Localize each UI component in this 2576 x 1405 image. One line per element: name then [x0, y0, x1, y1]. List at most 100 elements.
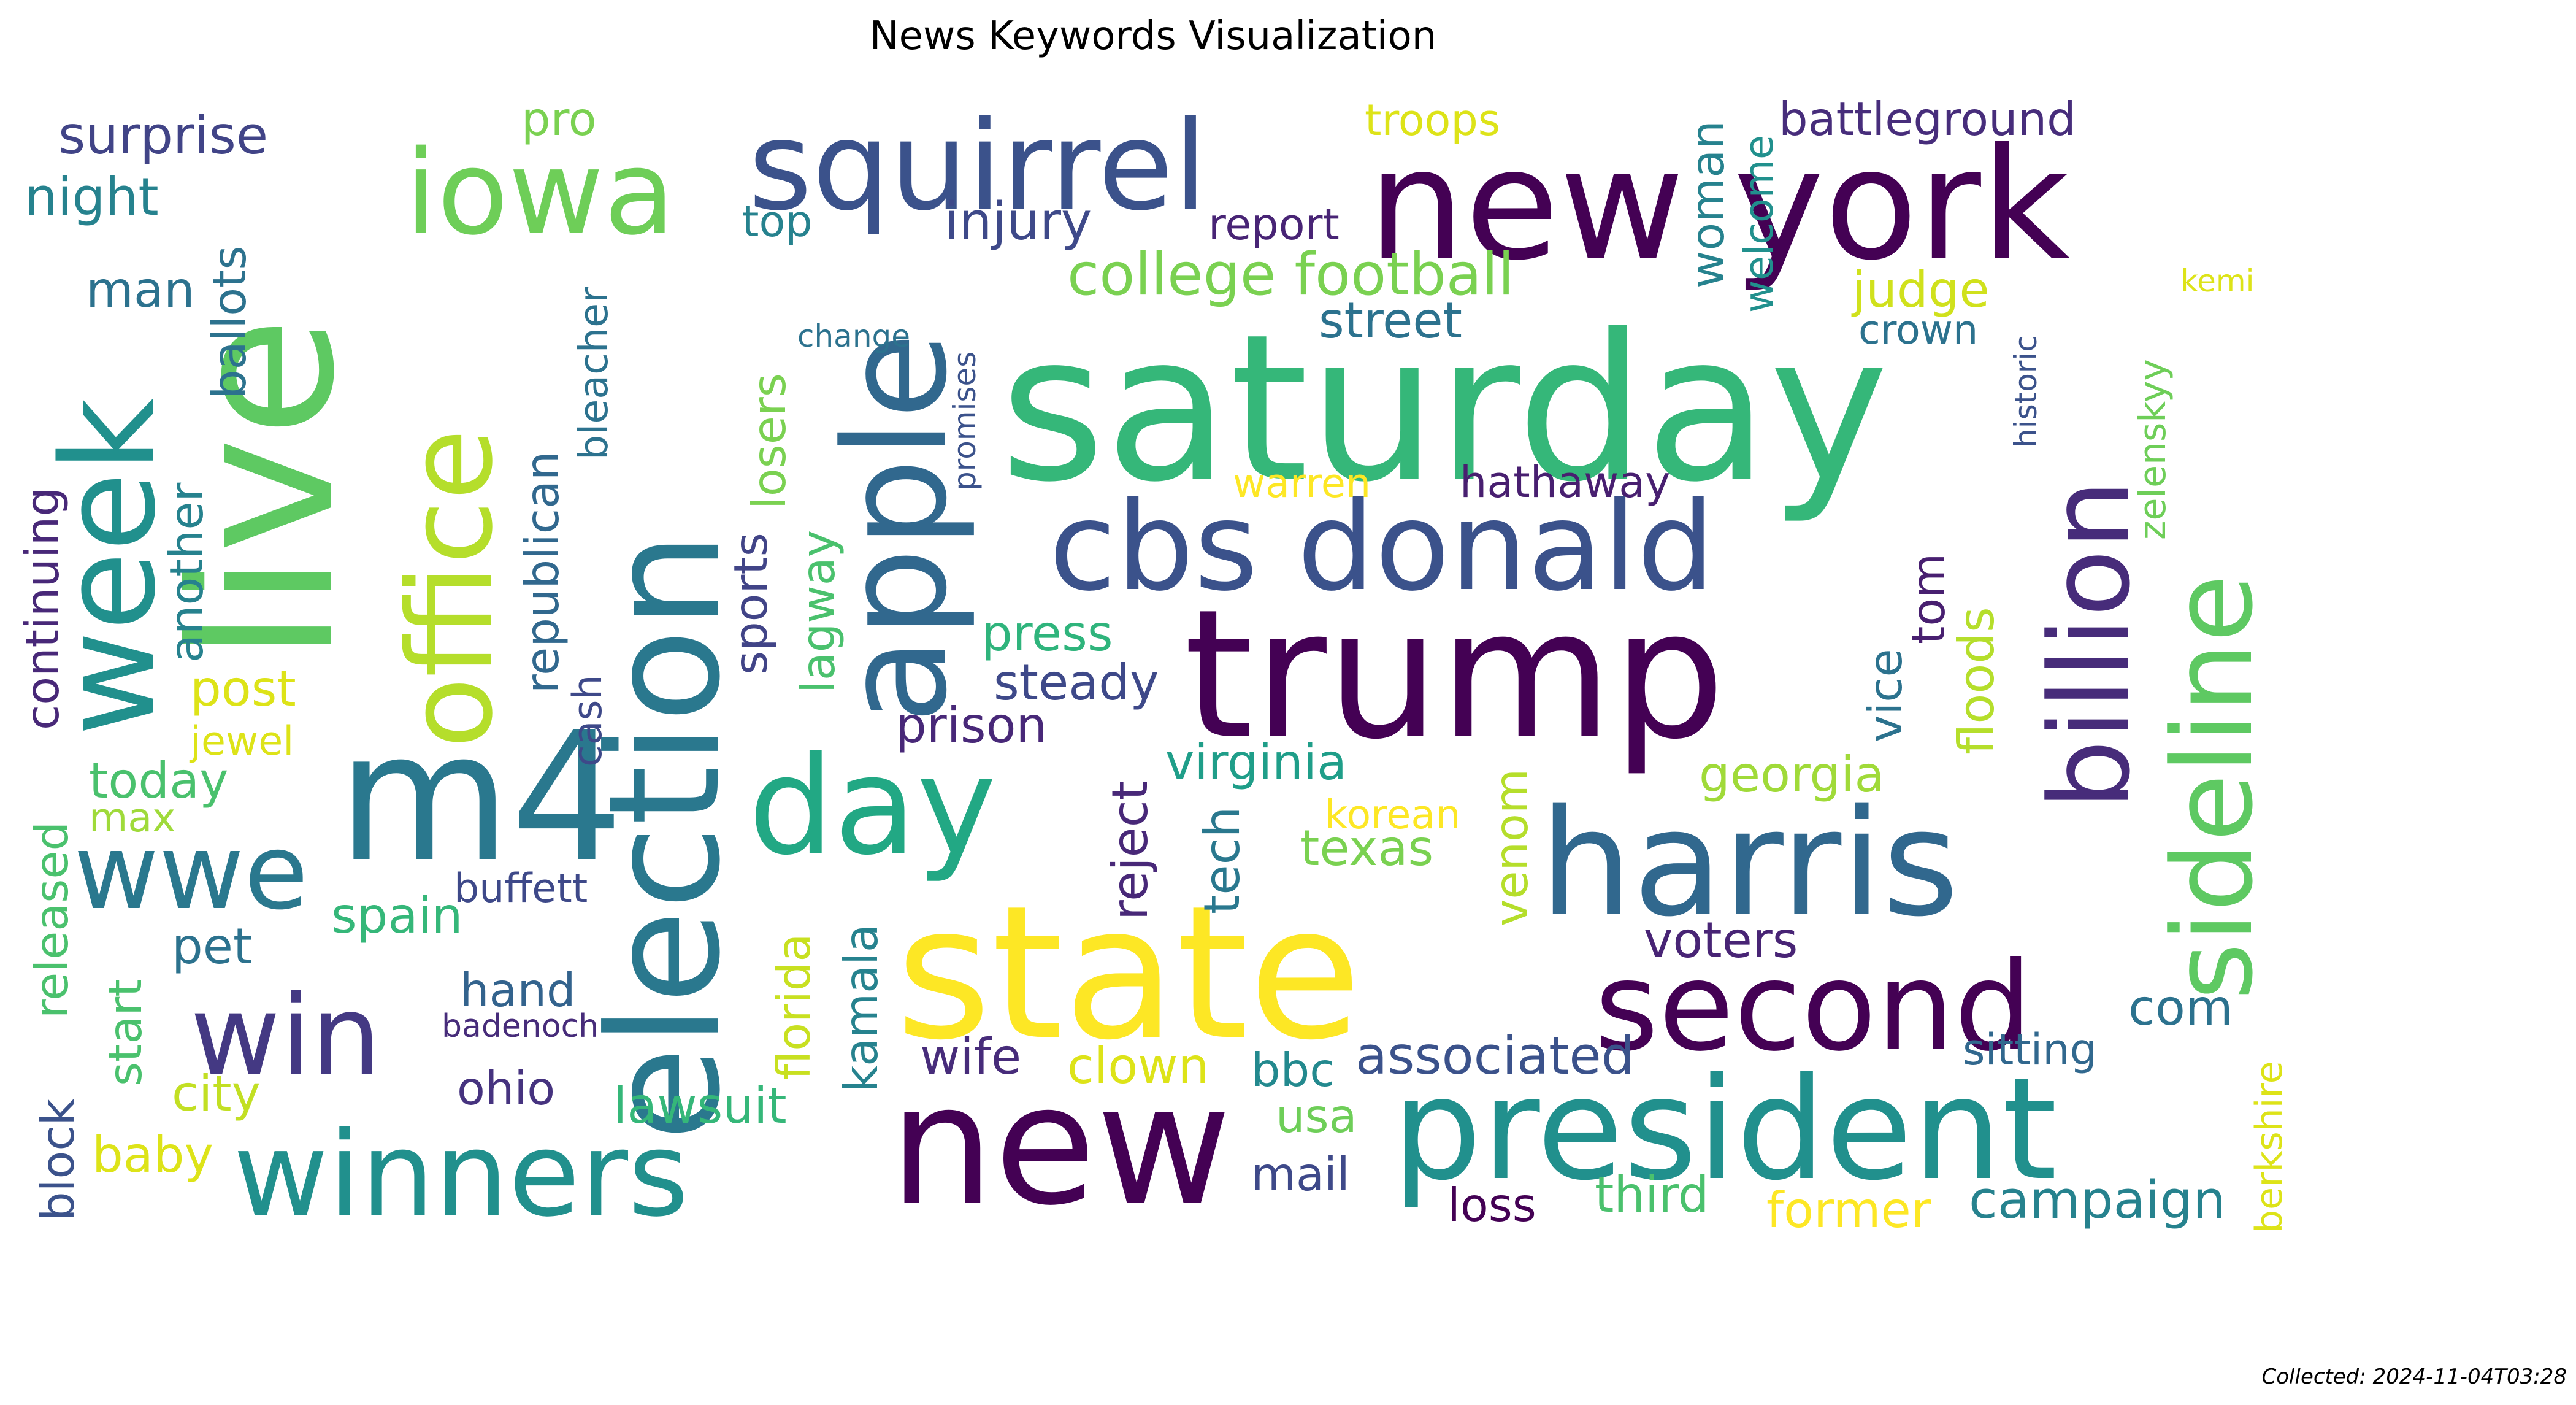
- word-warren: warren: [1233, 461, 1371, 507]
- word-apple: apple: [815, 333, 978, 724]
- word-saturday: saturday: [1000, 291, 1889, 526]
- word-kamala: kamala: [834, 924, 888, 1092]
- word-texas: texas: [1300, 820, 1433, 877]
- word-pet: pet: [172, 918, 252, 975]
- word-virginia: virginia: [1165, 734, 1347, 791]
- word-today: today: [89, 752, 228, 809]
- word-squirrel: squirrel: [748, 95, 1208, 238]
- word-man: man: [86, 261, 195, 318]
- word-com: com: [2128, 979, 2233, 1036]
- word-republican: republican: [515, 452, 569, 693]
- word-losers: losers: [742, 373, 796, 509]
- word-surprise: surprise: [58, 106, 268, 166]
- word-day: day: [748, 728, 997, 885]
- word-sports: sports: [724, 533, 778, 675]
- word-hand: hand: [460, 963, 576, 1017]
- word-night: night: [25, 167, 159, 228]
- collected-timestamp: Collected: 2024-11-04T03:28: [2262, 1365, 2567, 1389]
- word-crown: crown: [1858, 307, 1978, 353]
- word-third: third: [1595, 1166, 1709, 1223]
- word-max: max: [89, 795, 176, 841]
- word-election: election: [575, 532, 754, 1141]
- word-sitting: sitting: [1963, 1025, 2097, 1075]
- word-vice: vice: [1858, 649, 1912, 742]
- word-clown: clown: [1067, 1037, 1209, 1095]
- word-baby: baby: [92, 1126, 213, 1184]
- word-new: new: [889, 1049, 1232, 1242]
- word-associated: associated: [1355, 1026, 1635, 1087]
- word-badenoch: badenoch: [442, 1008, 599, 1045]
- word-office: office: [383, 429, 518, 749]
- word-top: top: [742, 196, 813, 247]
- word-lagway: lagway: [791, 530, 845, 693]
- word-prison: prison: [895, 697, 1047, 754]
- word-loss: loss: [1447, 1178, 1536, 1232]
- word-welcome: welcome: [1736, 135, 1782, 313]
- word-wwe: wwe: [74, 812, 309, 933]
- word-judge: judge: [1851, 261, 1990, 318]
- word-cbs-donald: cbs donald: [1049, 475, 1715, 618]
- word-pro: pro: [521, 92, 597, 146]
- word-another: another: [159, 483, 213, 663]
- word-win: win: [190, 972, 381, 1100]
- word-georgia: georgia: [1699, 746, 1884, 803]
- word-wife: wife: [920, 1028, 1021, 1085]
- word-steady: steady: [994, 654, 1159, 711]
- word-report: report: [1208, 199, 1340, 250]
- word-change: change: [797, 318, 910, 354]
- word-cash: cash: [565, 674, 611, 767]
- word-president: president: [1392, 1048, 2057, 1212]
- word-tom: tom: [1901, 553, 1955, 644]
- word-injury: injury: [945, 191, 1092, 252]
- word-floods: floods: [1948, 607, 2005, 755]
- word-mail: mail: [1251, 1147, 1350, 1201]
- word-buffett: buffett: [454, 866, 588, 912]
- word-continuing: continuing: [15, 487, 69, 730]
- word-hathaway: hathaway: [1460, 457, 1671, 507]
- word-week: week: [34, 398, 184, 736]
- word-trump: trump: [1184, 572, 1725, 779]
- chart-title: News Keywords Visualization: [870, 13, 1437, 59]
- word-block: block: [31, 1098, 85, 1221]
- word-reject: reject: [1102, 781, 1159, 920]
- word-city: city: [172, 1065, 261, 1122]
- word-korean: korean: [1325, 792, 1460, 838]
- word-state: state: [895, 866, 1362, 1080]
- word-tech: tech: [1194, 807, 1251, 914]
- word-usa: usa: [1276, 1089, 1357, 1143]
- word-street: street: [1319, 292, 1462, 349]
- word-billion: billion: [2026, 479, 2155, 810]
- word-m4: m4: [337, 695, 624, 901]
- word-venom: venom: [1484, 769, 1538, 926]
- word-kemi: kemi: [2180, 263, 2255, 299]
- word-iowa: iowa: [405, 125, 675, 261]
- word-battleground: battleground: [1779, 92, 2076, 146]
- word-post: post: [190, 660, 296, 717]
- word-college-football: college football: [1067, 241, 1514, 309]
- word-troops: troops: [1365, 95, 1500, 145]
- word-former: former: [1766, 1182, 1931, 1239]
- word-bbc: bbc: [1251, 1043, 1335, 1097]
- word-woman: woman: [1681, 120, 1735, 288]
- word-campaign: campaign: [1969, 1170, 2226, 1231]
- word-historic: historic: [2008, 335, 2044, 448]
- word-ohio: ohio: [457, 1061, 555, 1115]
- word-jewel: jewel: [189, 718, 294, 764]
- word-bleacher: bleacher: [571, 287, 617, 460]
- word-spain: spain: [331, 887, 462, 944]
- word-voters: voters: [1644, 912, 1798, 969]
- word-second: second: [1595, 936, 2032, 1079]
- word-start: start: [98, 979, 152, 1086]
- word-new-york: new york: [1368, 115, 2070, 294]
- word-group: saturday trump state new york new president el…: [15, 92, 2291, 1242]
- word-berkshire: berkshire: [2248, 1061, 2291, 1233]
- word-ballots: ballots: [202, 245, 256, 399]
- word-sideline: sideline: [2149, 574, 2277, 1000]
- word-promises: promises: [947, 352, 983, 491]
- word-winners: winners: [233, 1107, 689, 1242]
- word-harris: harris: [1539, 777, 1959, 949]
- word-press: press: [981, 605, 1113, 662]
- word-live: live: [150, 317, 378, 663]
- word-lawsuit: lawsuit: [613, 1077, 787, 1134]
